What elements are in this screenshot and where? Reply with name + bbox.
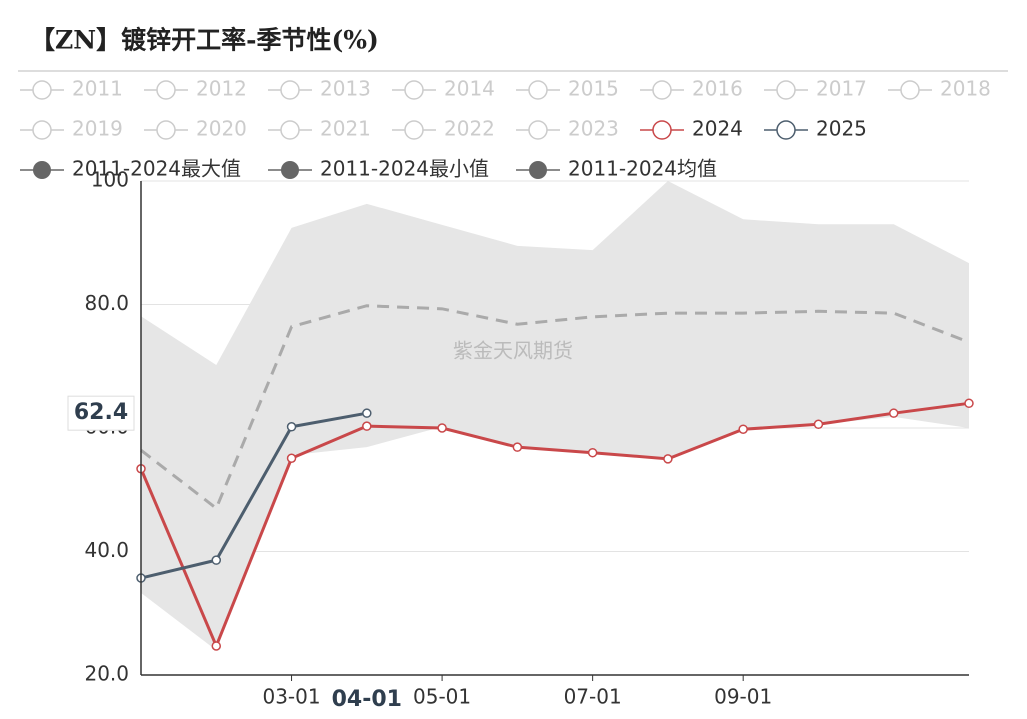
- legend-label[interactable]: 2013: [320, 77, 371, 101]
- point: [362, 421, 372, 431]
- pointer-label-box: [324, 682, 409, 718]
- legend-label[interactable]: 2019: [72, 117, 123, 141]
- legend-icon: [280, 120, 300, 140]
- legend-label[interactable]: 2017: [816, 77, 867, 101]
- series-line: [140, 411, 368, 580]
- pointer-x-label: 04-01: [332, 687, 402, 712]
- legend-icon: [776, 80, 796, 100]
- point: [888, 408, 899, 418]
- legend-icon: [32, 80, 52, 100]
- legend-label[interactable]: 2012: [196, 77, 247, 101]
- legend-label[interactable]: 2022: [444, 117, 495, 141]
- legend-label[interactable]: 2011-2024最大值: [72, 157, 241, 181]
- point: [512, 442, 523, 452]
- x-tick-label: 03-01: [262, 685, 320, 709]
- series-line: [139, 401, 970, 650]
- legend-icon: [404, 120, 424, 140]
- point: [813, 419, 824, 430]
- point: [286, 453, 297, 464]
- legend-label[interactable]: 2016: [692, 77, 743, 101]
- legend-icon: [652, 80, 672, 100]
- y-tick-label: 80.0: [84, 291, 129, 315]
- pointer-y-label: 62.4: [74, 400, 128, 425]
- legend-label[interactable]: 2011: [72, 77, 123, 101]
- legend-icon: [404, 80, 424, 100]
- legend-label[interactable]: 2024: [692, 117, 743, 141]
- legend-icon: [776, 120, 796, 140]
- legend-icon: [652, 120, 672, 140]
- legend-icon: [528, 120, 548, 140]
- legend-icon: [528, 80, 548, 100]
- legend-label[interactable]: 2025: [816, 117, 867, 141]
- point: [738, 424, 748, 434]
- chart-title: 【ZN】镀锌开工率-季节性(%): [30, 26, 379, 55]
- legend-label[interactable]: 2020: [196, 117, 247, 141]
- legend-icon: [280, 80, 300, 100]
- legend-label[interactable]: 2018: [940, 77, 991, 101]
- watermark: 紫金天风期货: [453, 339, 573, 363]
- point: [964, 398, 974, 409]
- legend-icon: [33, 161, 51, 179]
- pointer-label-box: [67, 395, 135, 431]
- point: [663, 454, 673, 464]
- legend-label[interactable]: 2015: [568, 77, 619, 101]
- point: [362, 408, 372, 418]
- y-tick-label: 40.0: [84, 538, 129, 562]
- legend-label[interactable]: 2014: [444, 77, 495, 101]
- y-tick-label: 100: [91, 168, 129, 192]
- legend-label[interactable]: 2011-2024最小值: [320, 157, 489, 181]
- range-band: [141, 181, 969, 651]
- point: [437, 423, 447, 433]
- legend-label[interactable]: 2023: [568, 117, 619, 141]
- legend-icon: [156, 80, 176, 100]
- legend-icon: [156, 120, 176, 140]
- legend-icon: [529, 161, 547, 179]
- x-tick-label: 07-01: [564, 685, 622, 709]
- point: [286, 422, 297, 432]
- legend-label[interactable]: 2021: [320, 117, 371, 141]
- x-tick-label: 09-01: [714, 685, 772, 709]
- legend-label[interactable]: 2011-2024均值: [568, 157, 717, 181]
- legend-icon: [32, 120, 52, 140]
- y-tick-label: 20.0: [84, 662, 129, 686]
- legend-icon: [900, 80, 920, 100]
- x-tick-label: 05-01: [413, 685, 471, 709]
- point: [211, 555, 222, 565]
- legend-icon: [281, 161, 299, 179]
- point: [211, 641, 222, 651]
- point: [587, 447, 598, 458]
